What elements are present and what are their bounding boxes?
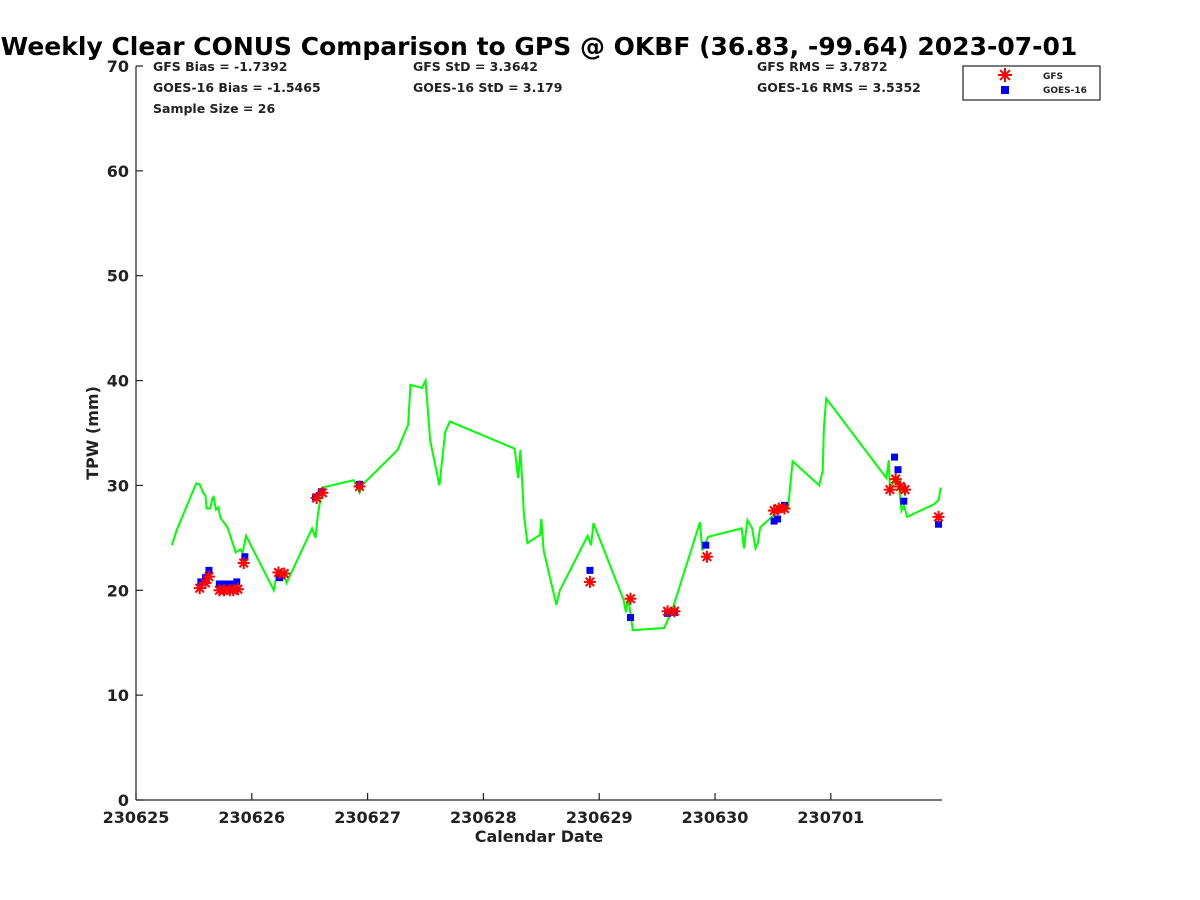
x-tick-label: 230701 (797, 808, 864, 827)
gfs-point (778, 502, 791, 515)
goes-point (891, 453, 899, 461)
x-tick-label: 230628 (450, 808, 517, 827)
legend-goes-square-icon (1001, 86, 1009, 94)
y-tick-label: 50 (107, 267, 129, 286)
legend-gfs-label: GFS (1043, 72, 1063, 82)
gfs-rms: GFS RMS = 3.7872 (757, 59, 888, 74)
gfs-point (278, 567, 291, 580)
y-tick-label: 30 (107, 476, 129, 495)
chart-title: Weekly Clear CONUS Comparison to GPS @ O… (1, 32, 1078, 61)
legend: GFS GOES-16 (962, 65, 1101, 101)
axes: 230625 230626 230627 230628 230629 230630 2307… (103, 57, 942, 827)
goes-point (241, 553, 249, 561)
legend-star (998, 68, 1012, 82)
goes-point (205, 566, 213, 574)
y-tick-label: 0 (118, 791, 129, 810)
goes-point (774, 515, 782, 523)
gfs-point (231, 583, 244, 596)
sample-size: Sample Size = 26 (153, 101, 275, 116)
gfs-point (932, 510, 945, 523)
gfs-point (353, 480, 366, 493)
goes-point (894, 466, 902, 474)
goes-point (586, 566, 594, 574)
gps-series-line (170, 376, 942, 632)
gfs-point (898, 483, 911, 496)
gfs-point (883, 483, 896, 496)
goes-point (233, 578, 241, 586)
goes-point (215, 580, 223, 588)
legend-gfs-star-icon (998, 68, 1012, 82)
x-tick-label: 230627 (334, 808, 401, 827)
goes-point (226, 580, 234, 588)
x-tick-label: 230629 (566, 808, 633, 827)
stats-block: GFS Bias = -1.7392 GOES-16 Bias = -1.546… (153, 59, 921, 116)
y-tick-label: 70 (107, 57, 129, 76)
goes-point (197, 578, 205, 586)
gfs-point (583, 575, 596, 588)
gfs-point (316, 486, 329, 499)
goes-point (935, 520, 943, 528)
x-tick-label: 230625 (103, 808, 170, 827)
goes-point (702, 541, 710, 549)
x-axis-label: Calendar Date (475, 827, 604, 846)
x-tick-label: 230630 (682, 808, 749, 827)
legend-box (962, 65, 1101, 101)
gfs-point (668, 605, 681, 618)
goes-point (220, 580, 228, 588)
goes-bias: GOES-16 Bias = -1.5465 (153, 80, 321, 95)
gfs-point (700, 550, 713, 563)
legend-goes-label: GOES-16 (1043, 86, 1087, 96)
goes-std: GOES-16 StD = 3.179 (413, 80, 562, 95)
gfs-point (202, 570, 215, 583)
goes-point (276, 574, 284, 582)
goes-point (900, 497, 908, 505)
y-tick-label: 20 (107, 581, 129, 600)
gfs-bias: GFS Bias = -1.7392 (153, 59, 287, 74)
goes-point (626, 614, 634, 622)
plot-area (170, 376, 945, 632)
y-tick-label: 40 (107, 372, 129, 391)
goes-rms: GOES-16 RMS = 3.5352 (757, 80, 921, 95)
gfs-point (237, 557, 250, 570)
y-axis-label: TPW (mm) (83, 386, 102, 480)
y-tick-label: 60 (107, 162, 129, 181)
x-tick-label: 230626 (218, 808, 285, 827)
y-tick-label: 10 (107, 686, 129, 705)
gfs-point (624, 592, 637, 605)
gfs-std: GFS StD = 3.3642 (413, 59, 538, 74)
